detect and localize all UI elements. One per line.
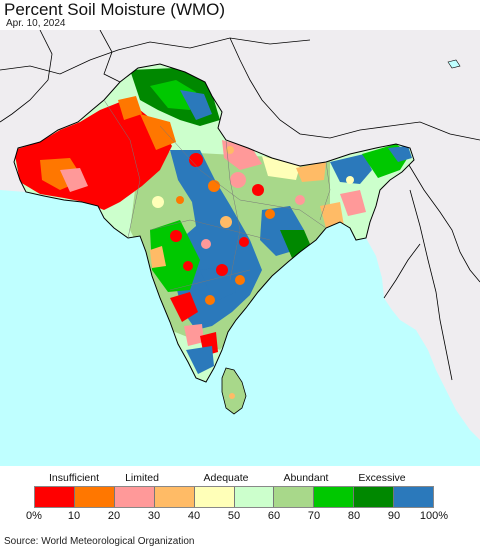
soil-moisture-field xyxy=(14,64,414,382)
legend-tick: 20 xyxy=(107,510,121,522)
map-date: Apr. 10, 2024 xyxy=(6,18,66,29)
legend-tick: 10 xyxy=(67,510,81,522)
legend-tick: 90 xyxy=(387,510,401,522)
ocean xyxy=(0,190,480,466)
legend-swatch-7 xyxy=(314,487,355,507)
legend-category-label: Excessive xyxy=(358,472,406,484)
legend-category-label: Abundant xyxy=(283,472,329,484)
admin-lines xyxy=(103,99,331,291)
legend-swatch-9 xyxy=(394,487,434,507)
legend: Insufficient Limited Adequate Abundant Exces… xyxy=(0,466,480,536)
legend-tick: 100% xyxy=(419,510,449,522)
legend-category-label: Limited xyxy=(125,472,159,484)
small-island xyxy=(447,59,461,69)
legend-tick: 60 xyxy=(267,510,281,522)
sri-lanka xyxy=(221,367,247,415)
map-canvas xyxy=(0,30,480,466)
neighbour-borders xyxy=(0,30,480,381)
region-outline xyxy=(13,63,415,383)
legend-tick: 50 xyxy=(227,510,241,522)
legend-color-bar xyxy=(34,486,434,508)
legend-category-label: Insufficient xyxy=(48,472,100,484)
legend-category-label: Adequate xyxy=(203,472,249,484)
legend-swatch-4 xyxy=(194,487,235,507)
legend-swatch-0 xyxy=(35,487,75,507)
source-note: Source: World Meteorological Organizatio… xyxy=(4,536,195,547)
legend-swatch-2 xyxy=(114,487,155,507)
legend-swatch-1 xyxy=(74,487,115,507)
legend-swatch-5 xyxy=(234,487,275,507)
soil-moisture-map xyxy=(0,30,480,466)
legend-swatch-3 xyxy=(154,487,195,507)
map-title: Percent Soil Moisture (WMO) xyxy=(4,0,226,19)
legend-swatch-8 xyxy=(354,487,395,507)
legend-tick: 30 xyxy=(147,510,161,522)
legend-tick: 70 xyxy=(307,510,321,522)
legend-swatch-6 xyxy=(274,487,315,507)
legend-tick: 80 xyxy=(347,510,361,522)
legend-tick: 0% xyxy=(26,510,42,522)
legend-tick: 40 xyxy=(187,510,201,522)
